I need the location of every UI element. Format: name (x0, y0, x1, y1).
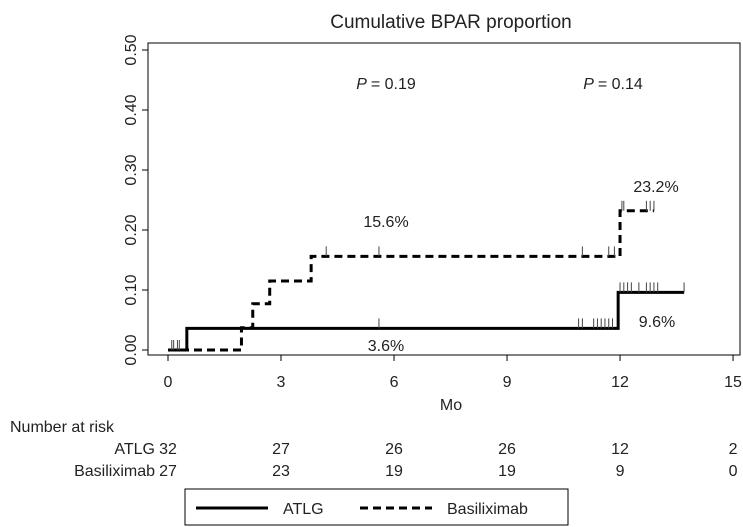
annotation-atlg-6mo: 3.6% (368, 338, 404, 355)
y-tick-label: 0.20 (123, 214, 140, 245)
p-value-1: P = 0.19 (356, 76, 416, 93)
risk-count: 27 (159, 463, 177, 480)
risk-count: 12 (611, 441, 629, 458)
y-tick-label: 0.40 (123, 94, 140, 125)
risk-count: 2 (729, 441, 738, 458)
series-line-atlg (168, 290, 685, 352)
x-tick-label: 3 (277, 374, 286, 391)
risk-count: 19 (385, 463, 403, 480)
x-tick-label: 6 (390, 374, 399, 391)
risk-count: 0 (729, 463, 738, 480)
legend-label-atlg: ATLG (283, 501, 324, 518)
risk-count: 27 (272, 441, 290, 458)
risk-table-title: Number at risk (10, 419, 115, 436)
x-tick-label: 0 (164, 374, 173, 391)
risk-count: 9 (616, 463, 625, 480)
x-tick-label: 9 (503, 374, 512, 391)
censor-marks (171, 200, 685, 350)
risk-count: 23 (272, 463, 290, 480)
annotation-atlg-12mo: 9.6% (639, 314, 675, 331)
y-tick-label: 0.30 (123, 154, 140, 185)
risk-count: 26 (385, 441, 403, 458)
p-value-1-text: = 0.19 (371, 76, 416, 93)
y-tick-label: 0.10 (123, 274, 140, 305)
chart-title: Cumulative BPAR proportion (330, 12, 571, 33)
risk-row-label: Basiliximab (74, 463, 155, 480)
x-tick-label: 12 (611, 374, 629, 391)
y-tick-label: 0.00 (123, 334, 140, 365)
x-axis: 0 3 6 9 12 15 (164, 355, 742, 391)
annotation-basil-6mo: 15.6% (363, 214, 408, 231)
risk-count: 26 (498, 441, 516, 458)
legend: ATLG Basiliximab (184, 488, 569, 526)
series-lines (168, 209, 685, 352)
p-symbol-2: P (583, 76, 594, 93)
risk-count: 19 (498, 463, 516, 480)
series-line-basiliximab (168, 209, 654, 352)
risk-row-label: ATLG (114, 441, 155, 458)
p-symbol-1: P (356, 76, 367, 93)
x-tick-label: 15 (724, 374, 742, 391)
annotation-basil-12mo: 23.2% (633, 179, 678, 196)
y-axis: 0.00 0.10 0.20 0.30 0.40 0.50 (123, 34, 148, 366)
x-axis-label: Mo (440, 397, 462, 414)
p-value-2-text: = 0.14 (598, 76, 643, 93)
legend-label-basiliximab: Basiliximab (447, 501, 528, 518)
risk-count: 32 (159, 441, 177, 458)
plot-frame (147, 42, 741, 356)
p-value-2: P = 0.14 (583, 76, 643, 93)
y-tick-label: 0.50 (123, 34, 140, 65)
